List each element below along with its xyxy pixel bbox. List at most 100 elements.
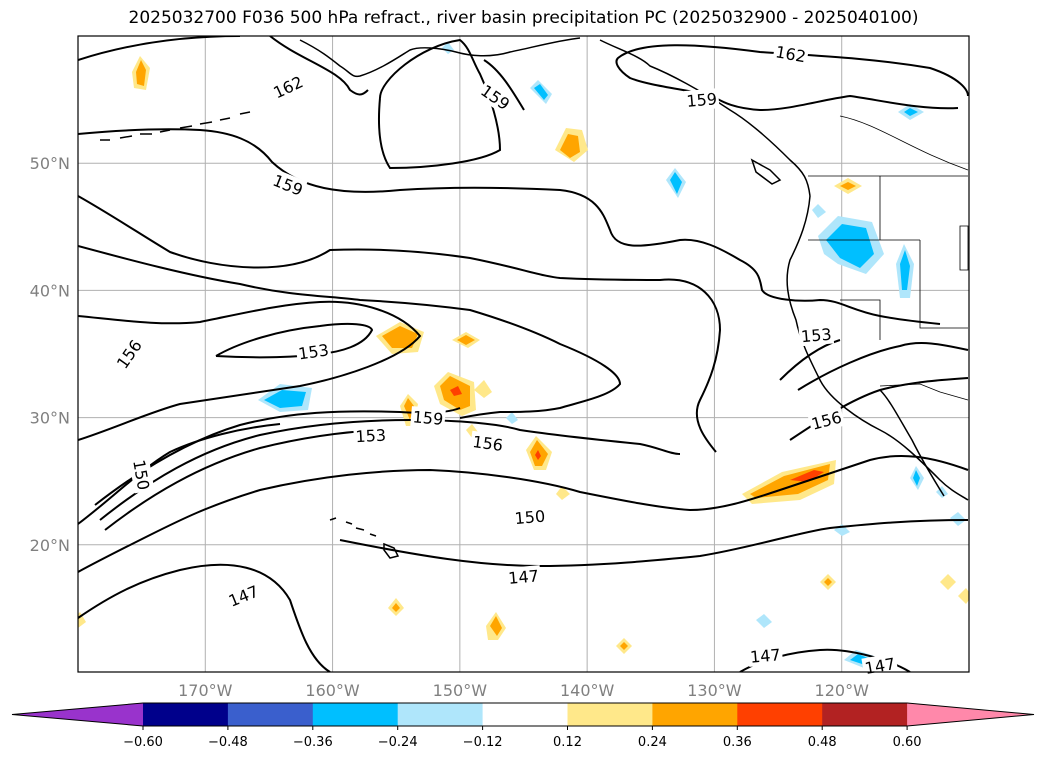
coast-aleutians bbox=[100, 111, 251, 141]
coast-northamerica bbox=[786, 195, 969, 501]
shade-positive bbox=[958, 588, 969, 604]
colorbar-segment bbox=[652, 703, 738, 726]
colorbar-tick-label: −0.48 bbox=[208, 735, 248, 750]
coast-vancouver-island bbox=[750, 158, 782, 185]
lon-tick-label: 160°W bbox=[305, 681, 360, 700]
colorbar-tick-label: −0.60 bbox=[123, 735, 163, 750]
longitude-labels: 170°W 160°W 150°W 140°W 130°W 120°W bbox=[178, 681, 869, 700]
coast-hawaii bbox=[329, 517, 400, 559]
coast-alaska bbox=[299, 37, 811, 197]
gridlines bbox=[78, 36, 969, 672]
contour-label-bg bbox=[747, 644, 784, 667]
contour-label: 147 bbox=[863, 654, 896, 678]
contour-label-bg bbox=[807, 406, 846, 435]
colorbar-tick-label: −0.24 bbox=[378, 735, 418, 750]
shade-positive bbox=[560, 134, 580, 158]
contour-153-east bbox=[779, 339, 841, 381]
shade-positive bbox=[490, 616, 502, 636]
shade-positive bbox=[535, 450, 541, 460]
shade-positive bbox=[940, 574, 956, 590]
lon-tick-label: 130°W bbox=[687, 681, 742, 700]
shade-positive bbox=[392, 603, 400, 612]
colorbar-tick-label: 0.24 bbox=[638, 735, 667, 750]
shade-positive bbox=[824, 578, 832, 586]
colorbar-tick-label: 0.48 bbox=[808, 735, 837, 750]
colorbar-segment bbox=[312, 703, 399, 726]
contour-label: 159 bbox=[686, 89, 718, 111]
contour-159-mid bbox=[78, 128, 941, 325]
shade-negative bbox=[913, 470, 920, 486]
shade-negative bbox=[506, 412, 518, 424]
contour-156-north bbox=[78, 195, 722, 453]
shade-negative bbox=[950, 512, 966, 526]
contour-159-north bbox=[483, 59, 525, 111]
contour-label: 153 bbox=[297, 340, 330, 363]
contour-label-bg bbox=[295, 339, 332, 364]
contour-150-tongue bbox=[78, 423, 969, 573]
contour-label-bg bbox=[683, 88, 720, 112]
shade-positive bbox=[474, 380, 492, 398]
colorbar-segment bbox=[227, 703, 314, 726]
shade-positive bbox=[620, 642, 628, 650]
colorbar-segment bbox=[143, 703, 229, 726]
coast-bajacalifornia bbox=[879, 389, 945, 497]
shade-negative bbox=[826, 224, 874, 268]
colorbar-segment bbox=[737, 703, 823, 726]
contour-label: 150 bbox=[514, 507, 546, 529]
colorbar-extend-low bbox=[12, 703, 143, 726]
contour-147-lower bbox=[78, 519, 969, 672]
contour-label-bg bbox=[505, 565, 542, 589]
lon-tick-label: 140°W bbox=[560, 681, 615, 700]
contour-153-north bbox=[78, 245, 622, 419]
colorbar: −0.60 −0.48 −0.36 −0.24 −0.12 0.12 0.24 0.36 0.4… bbox=[11, 702, 1035, 750]
map-frame bbox=[77, 35, 970, 673]
colorbar-tick-label: 0.12 bbox=[553, 735, 582, 750]
colorbar-tick-label: −0.12 bbox=[463, 735, 503, 750]
contour-label: 147 bbox=[749, 645, 781, 667]
contour-label-bg bbox=[268, 70, 308, 104]
colorbar-segment bbox=[482, 703, 568, 726]
lat-tick-label: 30°N bbox=[30, 409, 70, 428]
shade-positive bbox=[450, 386, 462, 396]
contour-label-bg bbox=[512, 505, 548, 529]
shade-negative bbox=[534, 84, 548, 100]
contour-label-bg bbox=[469, 430, 507, 456]
contour-162-east bbox=[615, 44, 969, 112]
shade-negative bbox=[904, 108, 918, 116]
border-us-mexico bbox=[879, 383, 969, 401]
contour-156-west bbox=[78, 300, 422, 441]
shade-positive bbox=[790, 470, 824, 482]
border-alaska-canada bbox=[839, 115, 969, 171]
contour-label-bg bbox=[798, 323, 835, 347]
contour-150-east bbox=[797, 342, 969, 391]
contour-label-bg bbox=[110, 334, 147, 374]
lon-tick-label: 120°W bbox=[815, 681, 870, 700]
colorbar-segment bbox=[397, 703, 484, 726]
lat-tick-label: 20°N bbox=[30, 536, 70, 555]
contour-label-bg bbox=[410, 406, 446, 430]
contour-153-loop bbox=[215, 322, 374, 359]
contour-162-loop bbox=[378, 38, 502, 170]
shade-negative bbox=[670, 172, 682, 194]
lat-tick-label: 40°N bbox=[30, 281, 70, 300]
refractivity-contours bbox=[78, 36, 969, 672]
colorbar-tick-label: −0.36 bbox=[293, 735, 333, 750]
contour-label: 159 bbox=[412, 407, 444, 429]
lon-tick-label: 170°W bbox=[178, 681, 233, 700]
shade-negative bbox=[812, 204, 826, 218]
shade-negative bbox=[756, 614, 772, 628]
contour-153-tongue bbox=[104, 429, 381, 531]
shade-positive bbox=[840, 182, 856, 190]
contour-label-bg bbox=[128, 456, 155, 494]
shade-positive bbox=[556, 486, 570, 500]
contour-label-bg bbox=[353, 424, 389, 447]
precip-shading bbox=[78, 42, 969, 668]
lat-tick-label: 50°N bbox=[30, 154, 70, 173]
shade-negative bbox=[264, 390, 306, 408]
colorbar-segment bbox=[822, 703, 908, 726]
colorbar-extend-high bbox=[907, 703, 1034, 726]
shade-positive bbox=[382, 326, 418, 348]
shade-positive bbox=[136, 60, 146, 86]
colorbar-tick-label: 0.36 bbox=[723, 735, 752, 750]
